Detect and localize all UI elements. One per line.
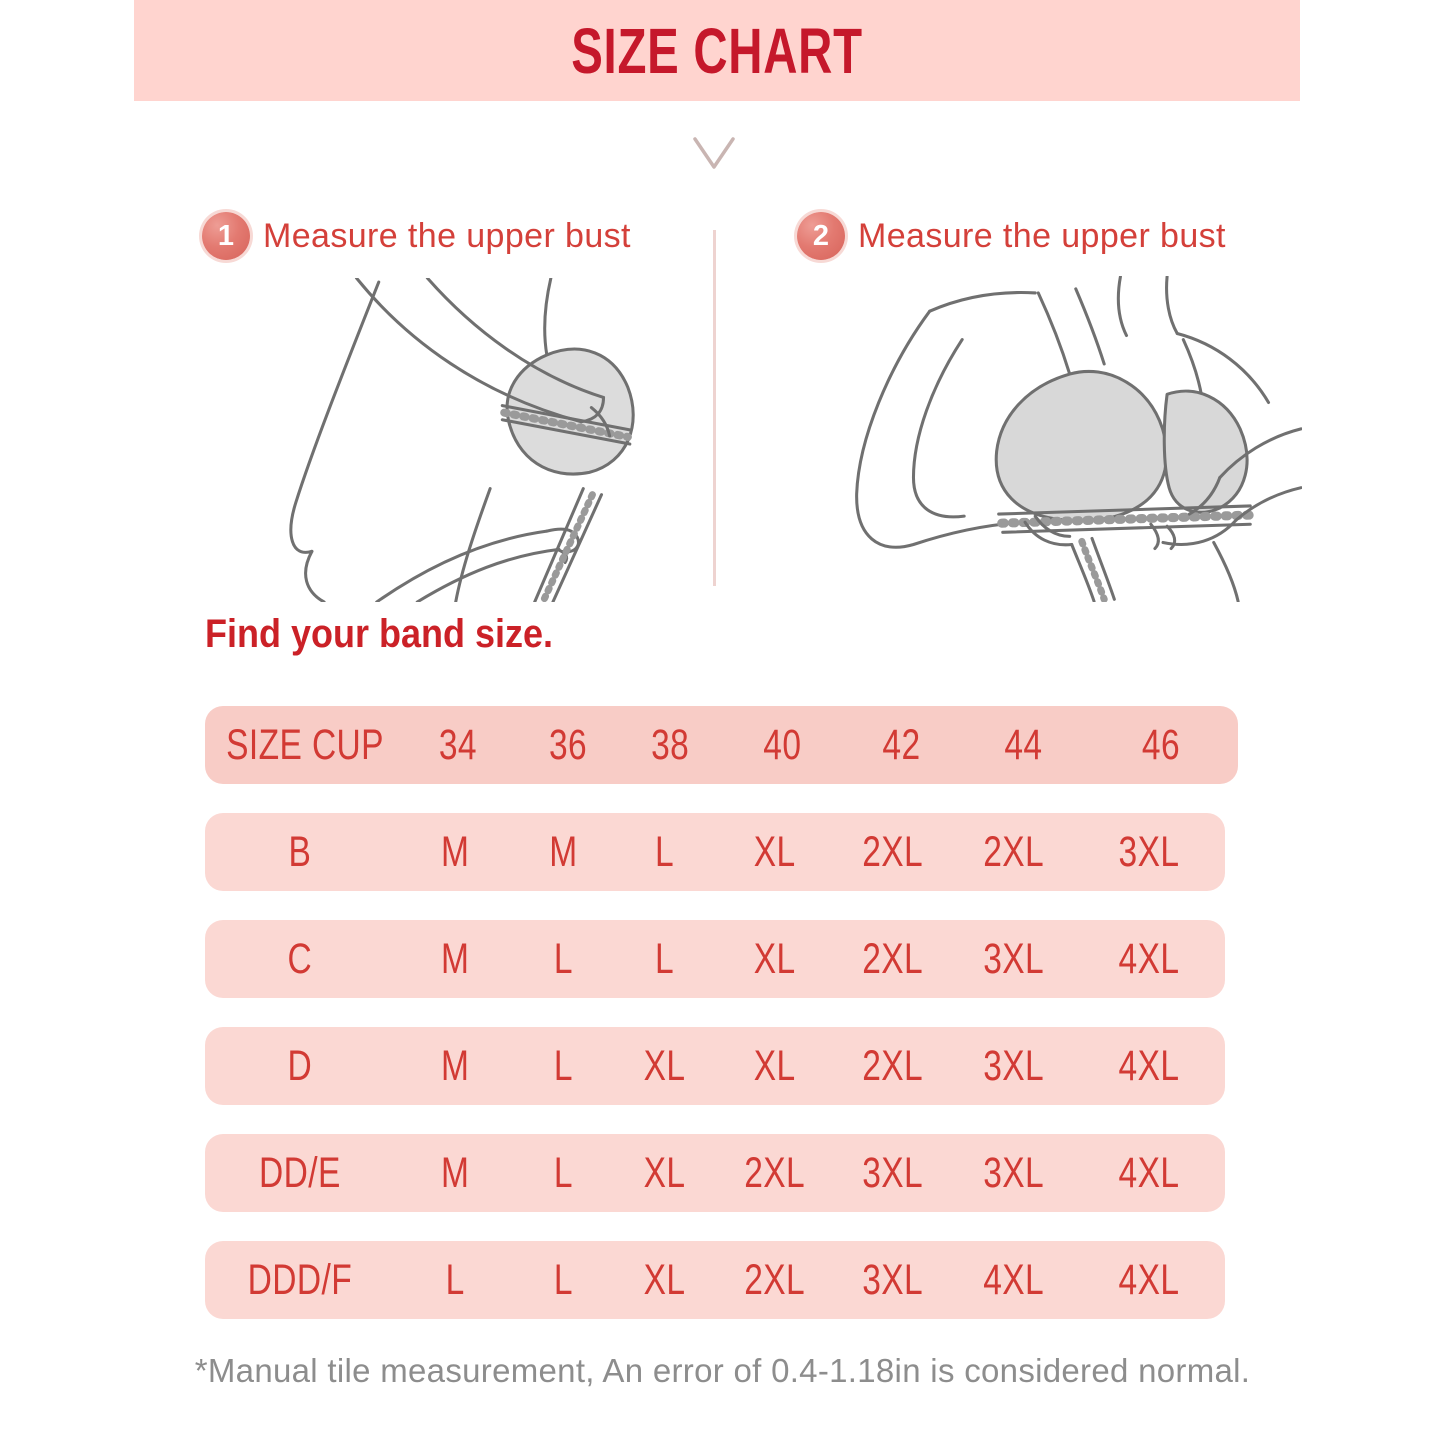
size-cell: XL: [753, 934, 796, 983]
size-cell: 2XL: [744, 1148, 806, 1197]
measurement-disclaimer: *Manual tile measurement, An error of 0.…: [194, 1352, 1251, 1389]
step-2-badge: 2: [797, 212, 845, 260]
cup-label: B: [288, 827, 312, 876]
size-cell: L: [553, 934, 574, 983]
step-1-label: Measure the upper bust: [263, 216, 631, 255]
size-cell: 3XL: [982, 1148, 1044, 1197]
size-cell: 2XL: [862, 934, 924, 983]
size-cell: XL: [753, 827, 796, 876]
measure-under-bust-illustration: [810, 275, 1303, 607]
size-cell: M: [440, 934, 470, 983]
size-cell: XL: [643, 1148, 686, 1197]
size-cell: XL: [643, 1255, 686, 1304]
step-1: 1 Measure the upper bust: [202, 212, 631, 260]
step-1-badge: 1: [202, 212, 250, 260]
size-cell: L: [654, 827, 675, 876]
size-cell: L: [445, 1255, 465, 1304]
cup-label: D: [287, 1041, 313, 1090]
size-cell: 3XL: [862, 1255, 924, 1304]
step-2: 2 Measure the upper bust: [797, 212, 1226, 260]
size-cell: L: [553, 1041, 574, 1090]
vertical-divider: [713, 230, 716, 586]
table-row: DD/E M L XL 2XL 3XL 3XL 4XL: [205, 1134, 1225, 1212]
table-row: C M L L XL 2XL 3XL 4XL: [205, 920, 1225, 998]
size-cell: 4XL: [1118, 1148, 1180, 1197]
size-cell: 3XL: [1118, 827, 1180, 876]
size-table: SIZE CUP 34 36 38 40 42 44 46 B M M L XL…: [205, 706, 1238, 1348]
size-cell: L: [654, 934, 675, 983]
cup-label: DD/E: [259, 1148, 341, 1197]
size-cell: M: [440, 827, 470, 876]
size-cell: 4XL: [1118, 1041, 1180, 1090]
column-header: 40: [762, 720, 801, 769]
column-header: 36: [549, 720, 588, 769]
table-row: D M L XL XL 2XL 3XL 4XL: [205, 1027, 1225, 1105]
size-table-header-row: SIZE CUP 34 36 38 40 42 44 46: [205, 706, 1238, 784]
measure-upper-bust-illustration: [246, 276, 714, 607]
page-title: SIZE CHART: [571, 14, 863, 87]
table-row: DDD/F L L XL 2XL 3XL 4XL 4XL: [205, 1241, 1225, 1319]
step-number: 1: [217, 219, 235, 252]
size-cell: 2XL: [862, 827, 924, 876]
size-cell: 4XL: [982, 1255, 1044, 1304]
size-cell: 3XL: [982, 934, 1044, 983]
header-band: SIZE CHART: [134, 0, 1300, 101]
step-2-label: Measure the upper bust: [858, 216, 1226, 255]
size-cell: 3XL: [982, 1041, 1044, 1090]
step-number: 2: [812, 219, 830, 252]
size-cell: L: [553, 1255, 574, 1304]
size-cell: 3XL: [862, 1148, 924, 1197]
size-cell: 2XL: [862, 1041, 924, 1090]
column-header: 46: [1141, 720, 1181, 769]
column-header: SIZE CUP: [226, 720, 384, 769]
size-cell: M: [440, 1041, 470, 1090]
size-cell: L: [553, 1148, 574, 1197]
column-header: 44: [1004, 720, 1043, 769]
column-header: 42: [882, 720, 921, 769]
table-row: B M M L XL 2XL 2XL 3XL: [205, 813, 1225, 891]
size-cell: 2XL: [744, 1255, 806, 1304]
size-cell: XL: [753, 1041, 796, 1090]
chevron-down-icon: [692, 136, 736, 177]
size-cell: M: [440, 1148, 470, 1197]
size-cell: XL: [643, 1041, 686, 1090]
column-header: 34: [439, 720, 478, 769]
size-cell: 4XL: [1118, 934, 1180, 983]
cup-label: C: [287, 934, 313, 983]
column-header: 38: [651, 720, 690, 769]
size-cell: 2XL: [982, 827, 1044, 876]
cup-label: DDD/F: [247, 1255, 353, 1304]
size-cell: 4XL: [1118, 1255, 1180, 1304]
band-size-heading: Find your band size.: [205, 612, 554, 656]
size-cell: M: [549, 827, 578, 876]
